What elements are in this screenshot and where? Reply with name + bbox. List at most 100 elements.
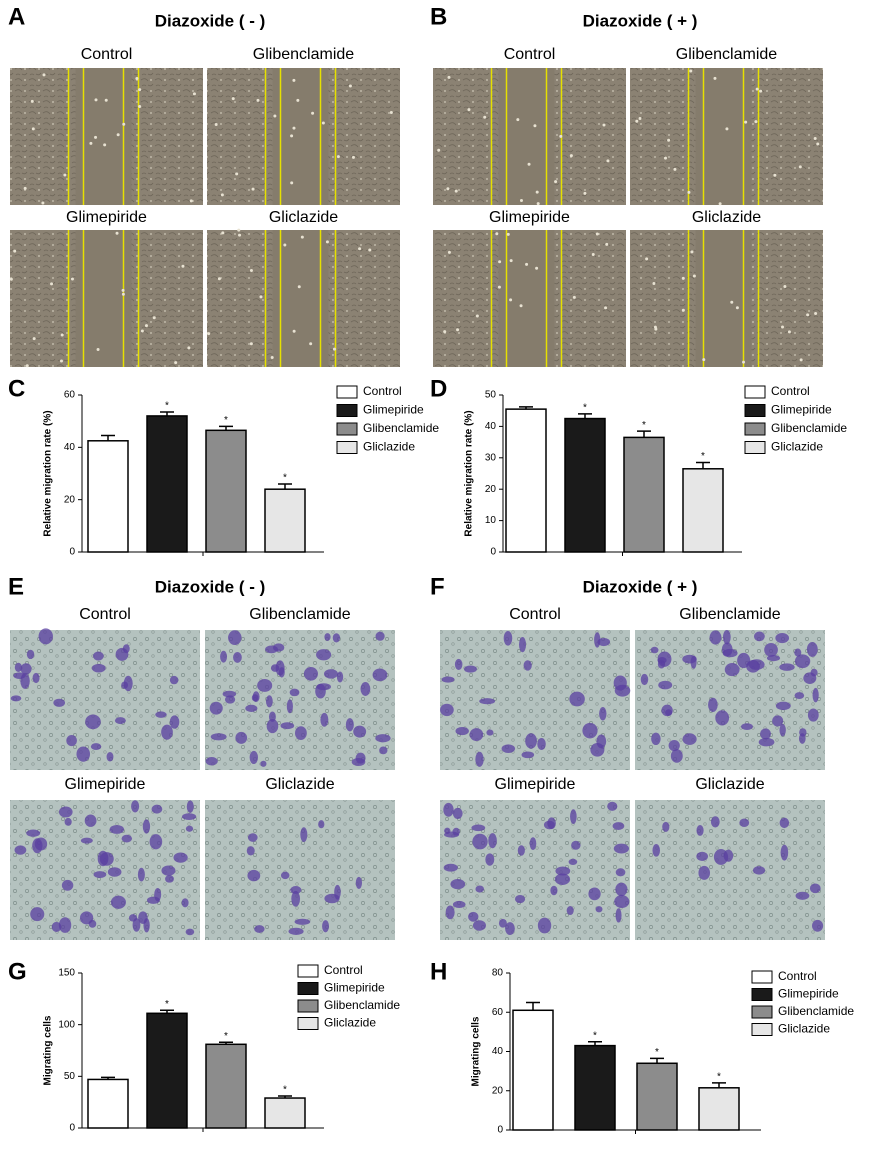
stained-cell <box>452 900 466 908</box>
significance-marker: * <box>165 999 169 1010</box>
stained-cell <box>303 667 318 681</box>
legend-label: Control <box>363 384 402 398</box>
cell <box>446 187 450 191</box>
cell <box>689 69 693 73</box>
y-tick-label: 100 <box>58 1019 75 1030</box>
stained-cell <box>570 809 577 825</box>
stained-cell <box>812 687 819 703</box>
image-label: Gliclazide <box>695 776 764 793</box>
stained-cell <box>34 837 48 851</box>
stained-cell <box>794 692 805 699</box>
y-tick-label: 40 <box>485 421 497 432</box>
stained-cell <box>475 751 484 767</box>
cell <box>536 202 540 206</box>
legend-swatch <box>751 970 773 984</box>
stained-cell <box>146 896 160 904</box>
stained-cell <box>710 816 720 828</box>
stained-cell <box>803 672 817 684</box>
stained-cell <box>257 678 273 692</box>
stained-cell <box>372 668 388 682</box>
cell <box>144 324 148 328</box>
stained-cell <box>809 883 821 894</box>
stained-cell <box>794 648 802 657</box>
bar <box>505 408 547 553</box>
image-label: Glibenclamide <box>253 46 354 63</box>
stained-cell <box>807 708 819 722</box>
stained-cell <box>739 818 750 828</box>
cell <box>663 156 667 160</box>
stained-cell <box>123 675 133 692</box>
stained-cell <box>443 802 454 817</box>
cell <box>25 364 29 368</box>
bar <box>205 1043 247 1129</box>
cell <box>638 117 642 121</box>
cell <box>89 141 93 145</box>
cell <box>59 359 63 363</box>
stained-cell <box>51 921 62 932</box>
stained-cell <box>696 851 709 862</box>
cell <box>742 360 746 364</box>
legend-label: Glimepiride <box>771 403 832 417</box>
stained-cell <box>519 636 527 653</box>
cell <box>516 118 520 122</box>
error-bar <box>160 411 174 416</box>
stained-cell <box>566 906 574 916</box>
stained-cell <box>26 829 41 837</box>
cell <box>730 300 734 304</box>
stained-cell <box>722 630 731 645</box>
cell <box>104 98 108 102</box>
cell <box>690 250 694 254</box>
cell <box>495 232 499 236</box>
stained-cell <box>165 875 174 883</box>
stained-cell <box>322 920 329 933</box>
significance-marker: * <box>655 1047 659 1058</box>
cell <box>498 260 502 264</box>
legend-swatch <box>751 1023 773 1036</box>
y-tick-label: 20 <box>492 1085 504 1096</box>
legend-swatch <box>744 441 766 454</box>
legend-label: Control <box>324 963 363 977</box>
stained-cell <box>161 724 173 740</box>
stained-cell <box>662 821 670 833</box>
stained-cell <box>289 688 300 697</box>
error-bar <box>101 1076 115 1080</box>
stained-cell <box>64 817 72 826</box>
stained-cell <box>38 628 53 645</box>
stained-cell <box>97 850 109 867</box>
stained-cell <box>715 710 730 726</box>
cell <box>755 87 759 91</box>
stained-cell <box>379 746 388 755</box>
stained-cell <box>568 858 578 865</box>
stained-cell <box>280 871 290 880</box>
y-tick-label: 150 <box>58 968 75 979</box>
stained-cell <box>169 675 179 685</box>
stained-cell <box>505 922 515 936</box>
cell <box>297 285 301 289</box>
bar <box>636 1062 678 1131</box>
stained-cell <box>521 751 535 759</box>
legend-swatch <box>297 964 319 978</box>
cell <box>773 173 777 177</box>
stained-cell <box>486 729 494 736</box>
stained-cell <box>90 743 102 751</box>
cell <box>325 240 329 244</box>
cell <box>389 111 393 115</box>
legend-label: Glimepiride <box>324 981 385 995</box>
stained-cell <box>355 876 363 889</box>
stained-cell <box>488 833 497 849</box>
panel-heading: Diazoxide ( - ) <box>155 11 266 30</box>
cell <box>506 232 510 236</box>
cell <box>667 138 671 142</box>
stained-cell <box>210 733 227 741</box>
cell <box>256 98 260 102</box>
stained-cell <box>651 732 661 746</box>
error-bar <box>650 1057 664 1064</box>
cell <box>94 98 98 102</box>
stained-cell <box>254 925 265 933</box>
stained-cell <box>246 846 255 856</box>
legend-label: Glibenclamide <box>778 1004 854 1018</box>
error-bar <box>588 1040 602 1046</box>
stained-cell <box>775 701 791 711</box>
stained-cell <box>475 885 485 893</box>
stained-cell <box>472 833 488 850</box>
